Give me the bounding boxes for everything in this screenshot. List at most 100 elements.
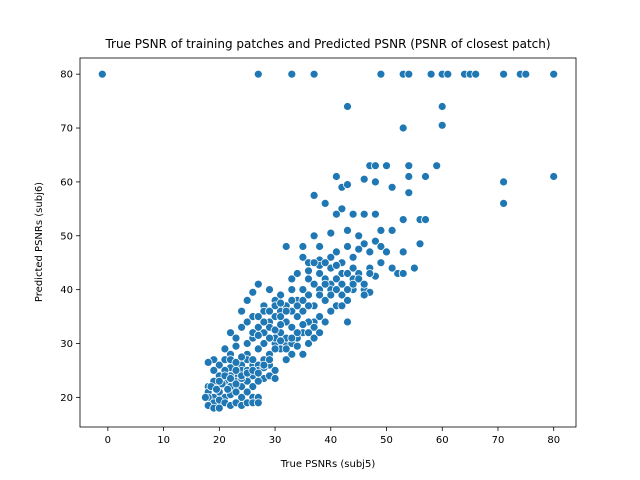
data-point-86	[265, 285, 274, 295]
data-point-277	[226, 374, 235, 383]
data-point-234	[315, 328, 325, 338]
data-point-41	[331, 209, 341, 219]
data-point-148	[214, 360, 224, 370]
data-point-223	[343, 269, 352, 278]
data-point-196	[253, 398, 263, 408]
data-point-200	[200, 392, 210, 402]
x-tick-label-10: 10	[157, 435, 170, 446]
data-point-226	[270, 325, 280, 335]
data-point-60	[315, 242, 325, 251]
data-point-250	[276, 336, 286, 346]
data-point-156	[281, 355, 291, 365]
data-point-34	[343, 180, 352, 190]
data-point-231	[298, 320, 308, 330]
data-point-274	[304, 301, 313, 311]
data-point-32	[549, 172, 559, 181]
data-point-15	[521, 69, 531, 79]
y-tick-label-50: 50	[60, 231, 73, 242]
data-point-28	[370, 177, 380, 187]
data-point-101	[298, 306, 308, 316]
y-tick-label-70: 70	[60, 124, 73, 135]
data-point-271	[287, 295, 297, 305]
data-point-16	[549, 69, 559, 79]
data-point-77	[409, 263, 419, 273]
data-point-93	[337, 290, 347, 300]
data-point-158	[209, 365, 219, 375]
data-point-218	[309, 258, 319, 268]
x-tick-label-40: 40	[324, 435, 337, 446]
data-point-56	[376, 242, 386, 251]
data-point-266	[259, 317, 269, 327]
data-point-17	[343, 102, 352, 111]
data-point-27	[359, 174, 369, 184]
data-point-136	[298, 349, 308, 359]
x-tick-label-30: 30	[269, 435, 282, 446]
data-point-216	[304, 266, 313, 276]
data-point-137	[220, 344, 230, 354]
y-tick-label-60: 60	[60, 177, 73, 188]
data-point-71	[326, 252, 336, 262]
data-point-30	[421, 172, 430, 181]
data-point-237	[237, 352, 247, 362]
data-point-157	[203, 357, 213, 367]
data-point-125	[320, 317, 330, 327]
data-point-76	[387, 263, 397, 273]
data-point-7	[426, 69, 436, 79]
data-point-261	[320, 279, 330, 289]
data-point-248	[265, 333, 274, 343]
data-point-51	[354, 231, 364, 241]
data-point-13	[499, 69, 509, 79]
data-point-184	[242, 387, 252, 397]
data-point-175	[248, 382, 258, 392]
data-point-37	[309, 190, 319, 200]
data-point-284	[265, 355, 274, 365]
data-point-73	[348, 263, 358, 273]
data-point-243	[231, 379, 241, 389]
data-point-85	[253, 279, 263, 289]
data-point-202	[212, 384, 221, 394]
data-point-239	[248, 355, 258, 365]
data-point-29	[404, 172, 414, 181]
data-point-128	[231, 333, 241, 343]
data-point-95	[359, 290, 369, 300]
data-point-106	[237, 306, 247, 316]
data-point-282	[253, 368, 263, 378]
data-point-19	[398, 123, 408, 133]
data-point-0	[97, 69, 107, 79]
y-axis-label: Predicted PSNRs (subj6)	[34, 182, 45, 302]
chart-title: True PSNR of training patches and Predic…	[104, 37, 550, 51]
data-point-79	[398, 269, 408, 278]
data-point-273	[298, 295, 308, 305]
data-point-265	[253, 312, 263, 322]
data-point-222	[365, 269, 375, 278]
data-point-219	[320, 258, 330, 268]
data-point-257	[348, 279, 358, 289]
data-point-97	[242, 295, 252, 305]
data-point-253	[292, 341, 302, 351]
data-point-255	[337, 279, 347, 289]
data-point-256	[343, 285, 352, 295]
data-point-61	[331, 247, 341, 257]
points-layer	[97, 69, 559, 413]
data-point-65	[382, 247, 391, 257]
y-tick-label-20: 20	[60, 393, 73, 404]
data-point-3	[309, 69, 319, 79]
data-point-214	[287, 274, 297, 284]
x-tick-label-60: 60	[436, 435, 449, 446]
data-point-267	[265, 306, 274, 316]
data-point-25	[432, 161, 442, 171]
data-point-64	[365, 247, 375, 257]
data-point-26	[331, 172, 341, 181]
data-point-246	[253, 330, 263, 340]
data-point-24	[404, 161, 414, 171]
data-point-269	[276, 298, 286, 308]
x-axis: 0 10 20 30 40 50 60 70 80	[105, 427, 560, 446]
data-point-67	[348, 252, 358, 262]
data-point-254	[276, 312, 286, 322]
y-tick-label-40: 40	[60, 285, 73, 296]
data-point-90	[304, 290, 313, 300]
data-point-40	[337, 204, 347, 214]
data-point-220	[331, 260, 341, 270]
x-tick-label-50: 50	[380, 435, 393, 446]
